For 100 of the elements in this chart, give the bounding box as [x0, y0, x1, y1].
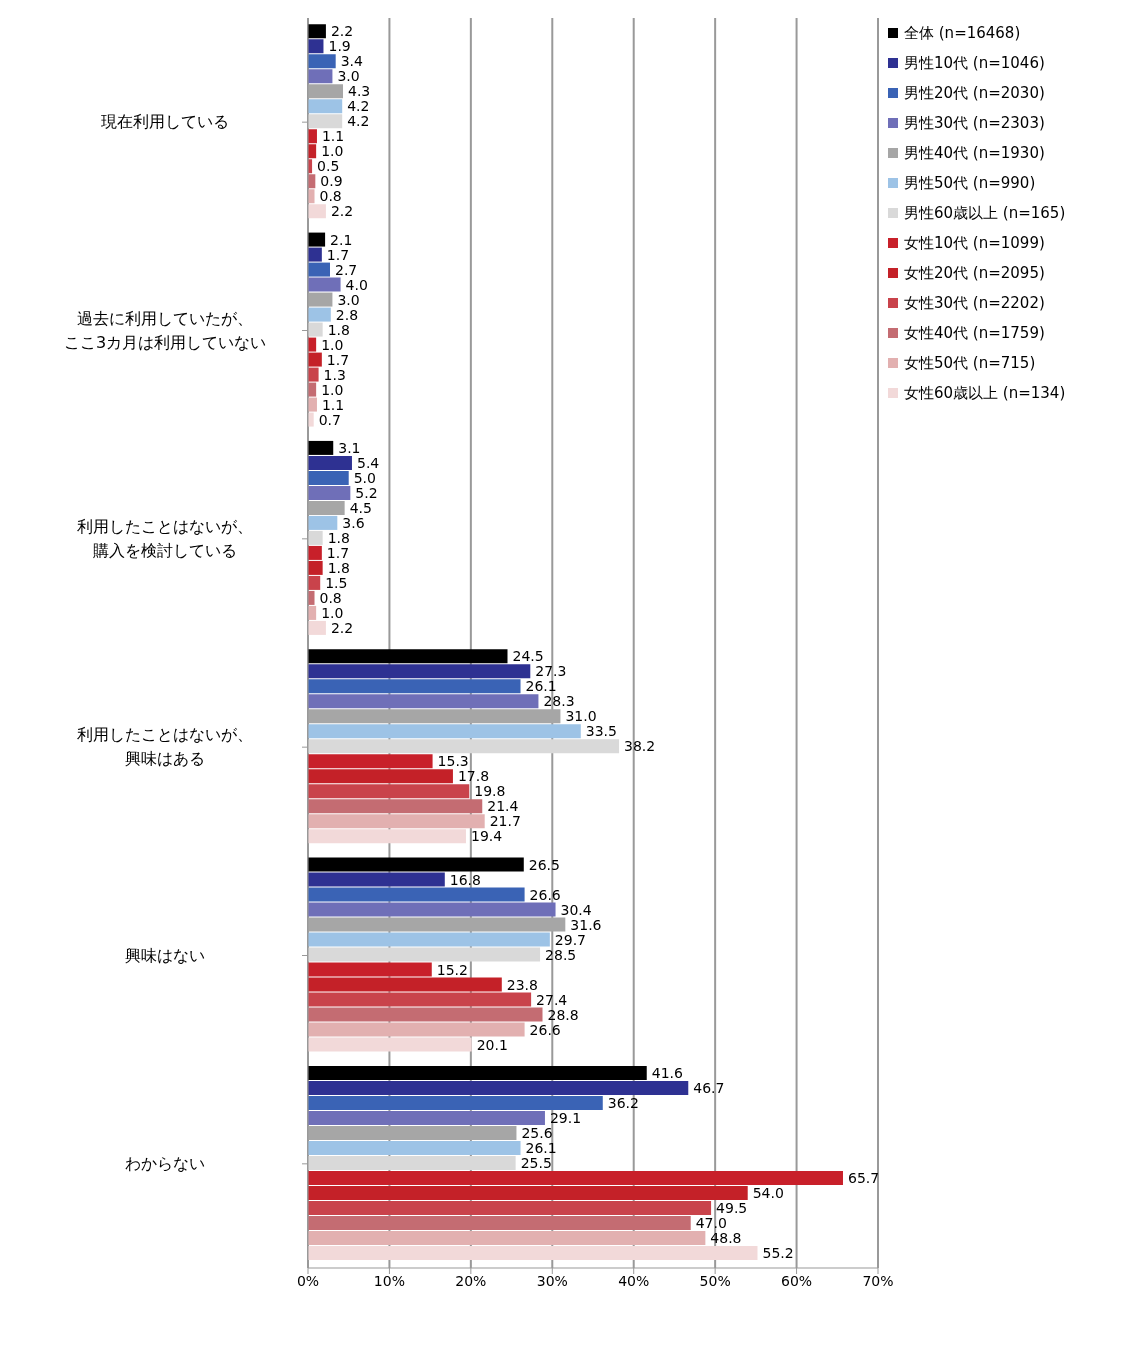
data-label: 38.2 [624, 738, 656, 755]
bar [308, 739, 620, 754]
bar [308, 1200, 712, 1215]
bar [308, 590, 315, 605]
bar [308, 709, 561, 724]
x-tick-label: 20% [455, 1272, 487, 1289]
data-label: 1.8 [327, 529, 350, 546]
data-label: 2.2 [330, 203, 354, 220]
bar [308, 24, 326, 39]
data-label: 4.2 [347, 113, 370, 130]
data-label: 1.7 [326, 351, 350, 368]
data-label: 30.4 [560, 901, 592, 918]
data-label: 1.9 [328, 38, 351, 55]
data-label: 1.0 [321, 381, 344, 398]
data-label: 21.4 [487, 798, 519, 815]
bar [308, 872, 445, 887]
legend-label: 男性20代 (n=2030) [904, 83, 1045, 104]
data-label: 4.2 [347, 98, 370, 115]
bar [308, 887, 525, 902]
data-label: 31.0 [565, 708, 597, 725]
bar [308, 1155, 516, 1170]
bar [308, 649, 508, 664]
bar [308, 84, 344, 99]
data-label: 1.8 [327, 321, 350, 338]
data-label: 54.0 [752, 1184, 784, 1201]
data-label: 65.7 [847, 1169, 880, 1186]
data-label: 1.3 [323, 366, 346, 383]
bar [308, 307, 331, 322]
x-tick-label: 70% [862, 1272, 894, 1289]
data-label: 0.8 [319, 589, 342, 606]
data-label: 5.2 [355, 484, 378, 501]
data-label: 27.3 [535, 663, 567, 680]
data-label: 26.1 [525, 1139, 557, 1156]
data-label: 20.1 [476, 1036, 508, 1053]
data-label: 49.5 [716, 1199, 748, 1216]
bar [308, 620, 326, 635]
bar [308, 500, 345, 515]
bar [308, 1065, 647, 1080]
bar [308, 470, 349, 485]
data-label: 28.3 [543, 693, 575, 710]
data-label: 19.4 [470, 828, 503, 845]
data-label: 3.4 [340, 53, 364, 70]
bar [308, 694, 539, 709]
bar [308, 247, 322, 262]
bar [308, 1110, 545, 1125]
legend-label: 女性10代 (n=1099) [904, 233, 1045, 254]
data-label: 48.8 [710, 1229, 742, 1246]
data-label: 25.5 [520, 1154, 552, 1171]
data-label: 2.7 [334, 261, 358, 278]
legend-label: 女性50代 (n=715) [904, 353, 1036, 374]
data-label: 2.2 [330, 619, 354, 636]
data-label: 1.0 [321, 336, 344, 353]
data-label: 1.1 [321, 128, 345, 145]
data-label: 1.0 [321, 143, 344, 160]
data-label: 2.2 [330, 23, 354, 40]
bar [308, 1245, 758, 1260]
data-label: 19.8 [474, 783, 506, 800]
data-label: 2.8 [335, 306, 359, 323]
data-label: 46.7 [693, 1079, 725, 1096]
bar [308, 664, 531, 679]
bar [308, 1215, 691, 1230]
legend-label: 男性50代 (n=990) [904, 173, 1036, 194]
data-label: 28.5 [545, 946, 577, 963]
data-label: 4.3 [348, 83, 371, 100]
bar [308, 932, 550, 947]
x-tick-label: 10% [373, 1272, 405, 1289]
data-label: 24.5 [512, 648, 544, 665]
bar [308, 262, 330, 277]
data-label: 5.4 [356, 454, 380, 471]
data-label: 36.2 [607, 1094, 639, 1111]
data-label: 3.0 [337, 291, 360, 308]
bar [308, 485, 351, 500]
bar [308, 679, 521, 694]
data-label: 41.6 [651, 1064, 684, 1081]
bar [308, 1022, 525, 1037]
data-label: 25.6 [521, 1124, 553, 1141]
data-label: 55.2 [762, 1244, 794, 1261]
data-label: 4.5 [349, 499, 372, 516]
data-label: 26.1 [525, 678, 557, 695]
bar [308, 992, 532, 1007]
y-tick-label: 現在利用している [101, 112, 229, 132]
bar [308, 69, 333, 84]
data-label: 26.5 [528, 856, 560, 873]
bar [308, 947, 541, 962]
bar [308, 189, 315, 204]
bar [308, 515, 338, 530]
data-label: 33.5 [585, 723, 617, 740]
bar [308, 367, 319, 382]
data-label: 27.4 [536, 991, 568, 1008]
bar [308, 1125, 517, 1140]
data-label: 29.1 [549, 1109, 582, 1126]
legend-label: 女性20代 (n=2095) [904, 263, 1045, 284]
bar [308, 204, 326, 219]
data-label: 29.7 [554, 931, 587, 948]
bar [308, 39, 324, 54]
bar [308, 799, 483, 814]
legend-label: 男性10代 (n=1046) [904, 53, 1045, 74]
data-label: 15.3 [437, 753, 469, 770]
x-tick-label: 30% [536, 1272, 568, 1289]
data-label: 1.8 [327, 559, 350, 576]
